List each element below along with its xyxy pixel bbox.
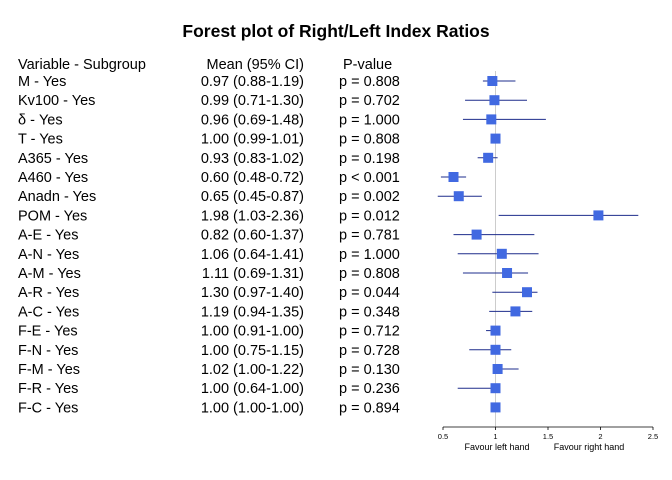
point-estimate	[490, 325, 501, 336]
row-mean-ci: 0.97 (0.88-1.19)	[201, 74, 304, 90]
row-label: POM - Yes	[18, 208, 87, 224]
row-label: A-N - Yes	[18, 247, 79, 263]
row-mean-ci: 1.98 (1.03-2.36)	[201, 208, 304, 224]
row-pvalue: p = 0.712	[339, 324, 400, 340]
point-estimate	[471, 229, 482, 240]
x-tick-label: 1.5	[543, 432, 553, 441]
row-label: F-C - Yes	[18, 400, 78, 416]
row-mean-ci: 1.11 (0.69-1.31)	[202, 266, 304, 282]
x-tick-label: 2.5	[648, 432, 658, 441]
row-label: T - Yes	[18, 132, 63, 148]
column-header-pvalue: P-value	[343, 57, 392, 73]
row-pvalue: p = 1.000	[339, 112, 400, 128]
row-pvalue: p = 0.808	[339, 266, 400, 282]
row-pvalue: p = 0.348	[339, 304, 400, 320]
chart-title: Forest plot of Right/Left Index Ratios	[182, 21, 489, 41]
point-estimate	[490, 402, 501, 413]
row-label: Kv100 - Yes	[18, 93, 95, 109]
row-label: F-M - Yes	[18, 362, 80, 378]
point-estimate	[522, 287, 532, 298]
x-tick-label: 1	[493, 432, 497, 441]
point-estimate	[502, 268, 513, 278]
row-pvalue: p = 1.000	[339, 247, 400, 263]
row-pvalue: p = 0.012	[339, 208, 400, 224]
point-estimate	[490, 133, 501, 144]
column-header-variable: Variable - Subgroup	[18, 57, 146, 73]
row-mean-ci: 1.02 (1.00-1.22)	[201, 362, 304, 378]
column-header-mean: Mean (95% CI)	[206, 57, 304, 73]
row-mean-ci: 0.96 (0.69-1.48)	[201, 112, 304, 128]
row-label: A-M - Yes	[18, 266, 81, 282]
row-label: A-E - Yes	[18, 228, 78, 244]
row-mean-ci: 1.19 (0.94-1.35)	[201, 304, 304, 320]
row-label: F-E - Yes	[18, 324, 78, 340]
point-estimate	[483, 152, 494, 163]
row-label: F-R - Yes	[18, 381, 78, 397]
point-estimate	[593, 210, 604, 221]
point-estimate	[510, 306, 521, 317]
row-pvalue: p = 0.808	[339, 132, 400, 148]
row-label: δ - Yes	[18, 112, 63, 128]
row-mean-ci: 1.00 (0.75-1.15)	[201, 343, 304, 359]
row-label: F-N - Yes	[18, 343, 78, 359]
point-estimate	[487, 76, 498, 86]
row-pvalue: p = 0.130	[339, 362, 400, 378]
row-mean-ci: 1.30 (0.97-1.40)	[201, 285, 304, 301]
row-label: A-R - Yes	[18, 285, 79, 301]
row-pvalue: p < 0.001	[339, 170, 400, 186]
point-estimate	[486, 114, 497, 125]
row-mean-ci: 0.99 (0.71-1.30)	[201, 93, 304, 109]
point-estimate	[490, 383, 501, 394]
row-label: A365 - Yes	[18, 151, 88, 167]
point-estimate	[448, 172, 459, 182]
row-mean-ci: 1.00 (0.91-1.00)	[201, 324, 304, 340]
row-mean-ci: 0.60 (0.48-0.72)	[201, 170, 304, 186]
point-estimate	[492, 364, 503, 374]
row-mean-ci: 1.00 (0.64-1.00)	[201, 381, 304, 397]
row-pvalue: p = 0.728	[339, 343, 400, 359]
row-pvalue: p = 0.198	[339, 151, 400, 167]
row-pvalue: p = 0.894	[339, 400, 400, 416]
x-axis: 0.5 1 1.5 2 2.5	[438, 426, 658, 441]
row-mean-ci: 1.00 (0.99-1.01)	[201, 132, 304, 148]
row-mean-ci: 0.82 (0.60-1.37)	[201, 228, 304, 244]
row-mean-ci: 0.65 (0.45-0.87)	[201, 189, 304, 205]
x-tick-label: 2	[598, 432, 602, 441]
favour-left-label: Favour left hand	[464, 442, 529, 452]
row-mean-ci: 0.93 (0.83-1.02)	[201, 151, 304, 167]
row-pvalue: p = 0.808	[339, 74, 400, 90]
favour-right-label: Favour right hand	[554, 442, 625, 452]
point-estimate	[496, 248, 507, 259]
row-label: Anadn - Yes	[18, 189, 96, 205]
row-label: M - Yes	[18, 74, 66, 90]
x-tick-label: 0.5	[438, 432, 448, 441]
table-body: M - Yes 0.97 (0.88-1.19) p = 0.808 Kv100 - …	[18, 74, 400, 416]
row-pvalue: p = 0.702	[339, 93, 400, 109]
row-mean-ci: 1.06 (0.64-1.41)	[201, 247, 304, 263]
point-estimate	[490, 344, 501, 355]
row-pvalue: p = 0.236	[339, 381, 400, 397]
row-pvalue: p = 0.002	[339, 189, 400, 205]
plot-area	[437, 71, 639, 427]
point-estimate	[489, 95, 500, 106]
row-mean-ci: 1.00 (1.00-1.00)	[201, 400, 304, 416]
row-pvalue: p = 0.781	[339, 228, 400, 244]
row-label: A-C - Yes	[18, 304, 79, 320]
row-label: A460 - Yes	[18, 170, 88, 186]
row-pvalue: p = 0.044	[339, 285, 400, 301]
point-estimate	[453, 191, 464, 202]
